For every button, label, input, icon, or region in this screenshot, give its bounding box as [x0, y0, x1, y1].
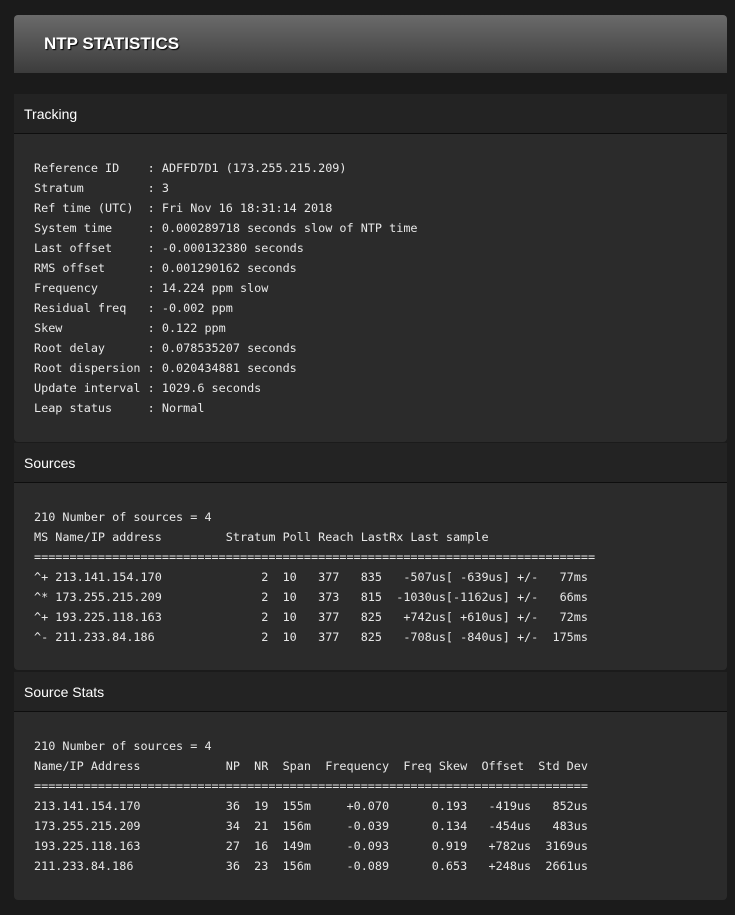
- sources-line: 210 Number of sources = 4: [34, 510, 212, 524]
- tracking-line: System time : 0.000289718 seconds slow o…: [34, 221, 418, 235]
- sources-line: ^- 211.233.84.186 2 10 377 825 -708us[ -…: [34, 630, 588, 644]
- source-stats-header: Source Stats: [14, 672, 727, 712]
- source-stats-panel: Source Stats 210 Number of sources = 4 Na…: [14, 672, 727, 900]
- sources-line: ^+ 193.225.118.163 2 10 377 825 +742us[ …: [34, 610, 588, 624]
- tracking-body: Reference ID : ADFFD7D1 (173.255.215.209…: [14, 134, 727, 442]
- page-header: NTP STATISTICS: [14, 15, 727, 73]
- tracking-line: Root delay : 0.078535207 seconds: [34, 341, 297, 355]
- tracking-line: Stratum : 3: [34, 181, 169, 195]
- tracking-line: Frequency : 14.224 ppm slow: [34, 281, 269, 295]
- source-stats-line: 211.233.84.186 36 23 156m -0.089 0.653 +…: [34, 859, 588, 873]
- tracking-line: Skew : 0.122 ppm: [34, 321, 226, 335]
- sources-line: ========================================…: [34, 550, 596, 564]
- sources-line: ^+ 213.141.154.170 2 10 377 835 -507us[ …: [34, 570, 588, 584]
- source-stats-line: ========================================…: [34, 779, 588, 793]
- page-title: NTP STATISTICS: [44, 34, 180, 53]
- source-stats-body: 210 Number of sources = 4 Name/IP Address…: [14, 712, 727, 900]
- source-stats-line: 173.255.215.209 34 21 156m -0.039 0.134 …: [34, 819, 588, 833]
- tracking-line: Last offset : -0.000132380 seconds: [34, 241, 304, 255]
- tracking-header: Tracking: [14, 94, 727, 134]
- tracking-line: Reference ID : ADFFD7D1 (173.255.215.209…: [34, 161, 347, 175]
- sources-line: ^* 173.255.215.209 2 10 373 815 -1030us[…: [34, 590, 588, 604]
- tracking-panel: Tracking Reference ID : ADFFD7D1 (173.25…: [14, 94, 727, 442]
- source-stats-line: 210 Number of sources = 4: [34, 739, 212, 753]
- tracking-line: Ref time (UTC) : Fri Nov 16 18:31:14 201…: [34, 201, 333, 215]
- tracking-line: Root dispersion : 0.020434881 seconds: [34, 361, 297, 375]
- tracking-line: Update interval : 1029.6 seconds: [34, 381, 262, 395]
- tracking-line: Leap status : Normal: [34, 401, 205, 415]
- source-stats-line: 213.141.154.170 36 19 155m +0.070 0.193 …: [34, 799, 588, 813]
- sources-line: MS Name/IP address Stratum Poll Reach La…: [34, 530, 489, 544]
- sources-header: Sources: [14, 443, 727, 483]
- sources-panel: Sources 210 Number of sources = 4 MS Name…: [14, 443, 727, 670]
- source-stats-line: Name/IP Address NP NR Span Frequency Fre…: [34, 759, 588, 773]
- sources-body: 210 Number of sources = 4 MS Name/IP addr…: [14, 483, 727, 670]
- source-stats-line: 193.225.118.163 27 16 149m -0.093 0.919 …: [34, 839, 588, 853]
- tracking-line: Residual freq : -0.002 ppm: [34, 301, 233, 315]
- tracking-line: RMS offset : 0.001290162 seconds: [34, 261, 297, 275]
